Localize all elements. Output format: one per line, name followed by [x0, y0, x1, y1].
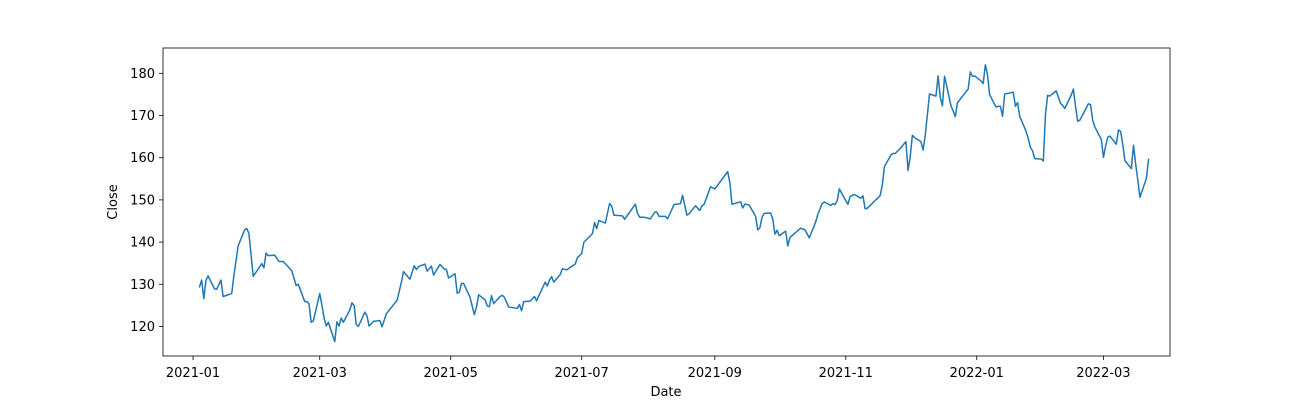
y-tick-label: 180 [130, 67, 155, 82]
x-tick-label: 2021-01 [166, 366, 220, 381]
x-tick-label: 2021-05 [424, 366, 478, 381]
x-tick-label: 2021-03 [293, 366, 347, 381]
x-tick-label: 2021-07 [555, 366, 609, 381]
x-axis-label: Date [650, 385, 681, 400]
y-tick-label: 140 [130, 236, 155, 251]
y-tick-label: 150 [130, 193, 155, 208]
x-axis-ticks: 2021-01 2021-03 2021-05 2021-07 2021-09 2021-… [166, 356, 1131, 381]
x-tick-label: 2022-01 [950, 366, 1004, 381]
plot-area [198, 64, 1150, 343]
x-tick-label: 2022-03 [1076, 366, 1130, 381]
y-axis-label: Close [106, 184, 121, 219]
x-tick-label: 2021-11 [819, 366, 873, 381]
y-tick-label: 120 [130, 320, 155, 335]
y-tick-label: 160 [130, 151, 155, 166]
y-tick-label: 130 [130, 278, 155, 293]
y-tick-label: 170 [130, 109, 155, 124]
x-tick-label: 2021-09 [688, 366, 742, 381]
y-axis-ticks: 120 130 140 150 160 170 180 [130, 67, 163, 335]
close-series-line [198, 64, 1150, 343]
axes-frame [162, 47, 1171, 357]
